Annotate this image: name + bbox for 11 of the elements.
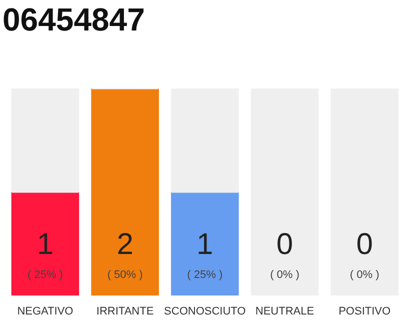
data-label: 2 ( 50% ) (107, 228, 143, 281)
chart-title: 06454847 (2, 2, 145, 38)
data-label: 1 ( 25% ) (27, 228, 63, 281)
x-tick-label: NEUTRALE (255, 306, 314, 318)
x-tick-label: NEGATIVO (17, 306, 74, 318)
data-label: 1 ( 25% ) (187, 228, 223, 281)
data-label: 0 ( 0% ) (270, 228, 300, 281)
x-tick-label: SCONOSCIUTO (164, 306, 246, 318)
x-tick-label: IRRITANTE (96, 306, 154, 318)
data-label: 0 ( 0% ) (350, 228, 380, 281)
x-tick-label: POSITIVO (338, 306, 391, 318)
